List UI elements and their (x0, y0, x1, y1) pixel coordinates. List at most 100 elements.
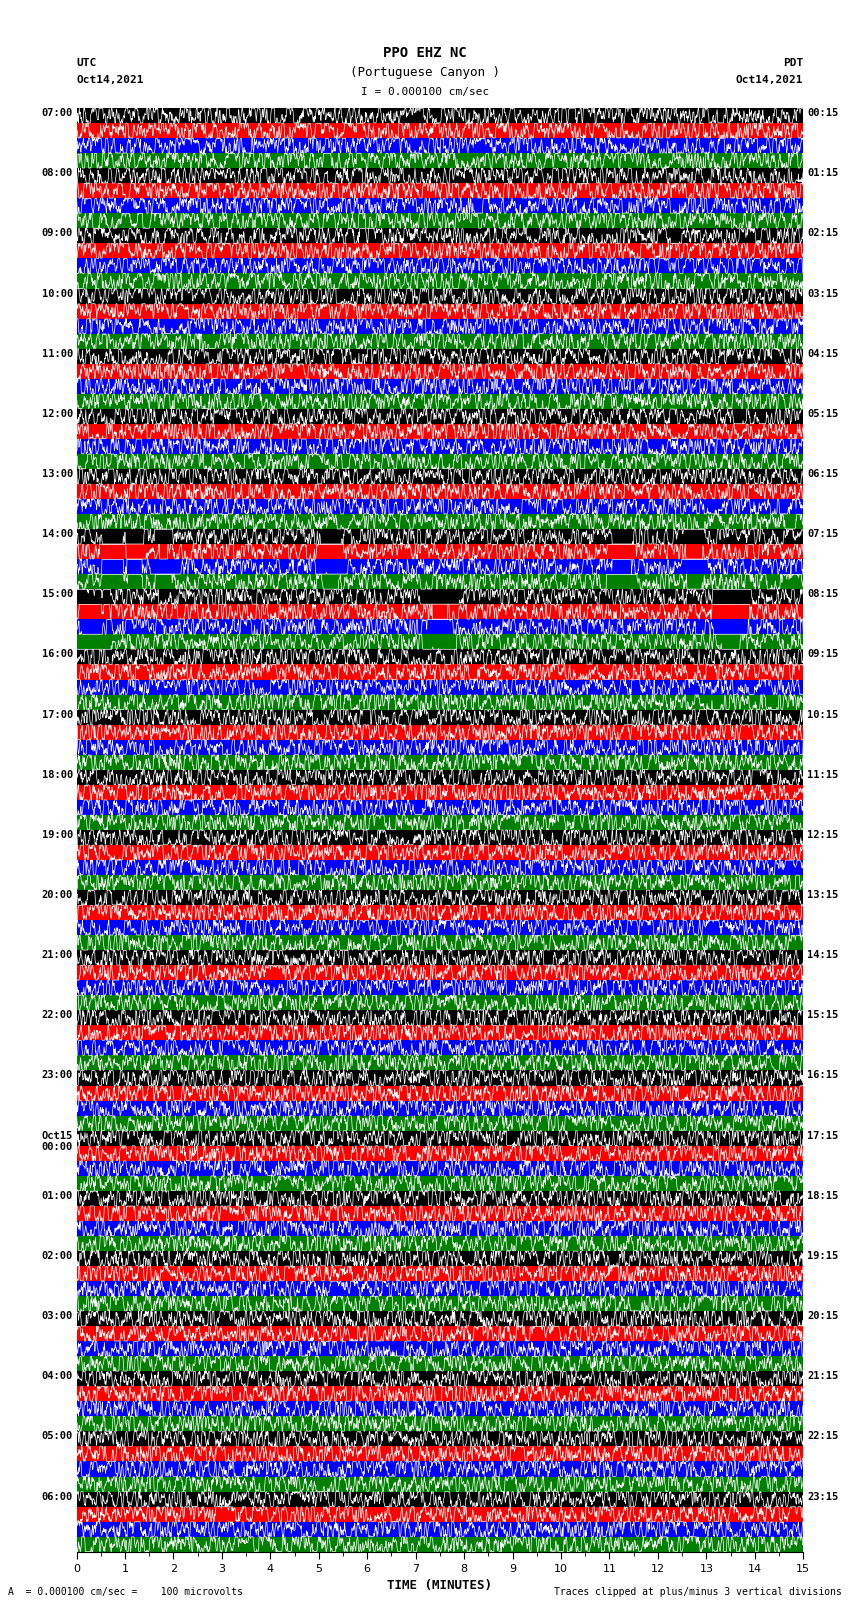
Bar (76, 1297, 803, 1311)
Bar (76, 800, 803, 815)
Bar (76, 755, 803, 769)
Bar (76, 1357, 803, 1371)
Text: I = 0.000100 cm/sec: I = 0.000100 cm/sec (361, 87, 489, 97)
Bar (76, 890, 803, 905)
Bar (76, 515, 803, 529)
Bar (76, 936, 803, 950)
Text: UTC: UTC (76, 58, 97, 68)
Text: Oct14,2021: Oct14,2021 (736, 76, 803, 85)
Text: 17:15: 17:15 (807, 1131, 838, 1140)
Bar (76, 1521, 803, 1537)
Bar (76, 905, 803, 919)
Bar (76, 1190, 803, 1207)
Bar (76, 619, 803, 634)
Bar (76, 1507, 803, 1521)
Text: 02:15: 02:15 (807, 229, 838, 239)
Text: 13:15: 13:15 (807, 890, 838, 900)
Text: 15:15: 15:15 (807, 1010, 838, 1021)
Bar (76, 589, 803, 605)
Bar (76, 1492, 803, 1507)
Bar (76, 845, 803, 860)
Bar (76, 139, 803, 153)
Bar (76, 1371, 803, 1386)
Bar (76, 1281, 803, 1297)
Bar (76, 469, 803, 484)
Bar (76, 394, 803, 408)
Text: 13:00: 13:00 (42, 469, 73, 479)
Bar (76, 995, 803, 1010)
Bar (76, 229, 803, 244)
Bar (76, 424, 803, 439)
Bar (76, 695, 803, 710)
Text: 23:00: 23:00 (42, 1071, 73, 1081)
Text: 09:15: 09:15 (807, 650, 838, 660)
Text: 16:00: 16:00 (42, 650, 73, 660)
Text: 14:00: 14:00 (42, 529, 73, 539)
Bar (76, 860, 803, 874)
Text: Oct15
00:00: Oct15 00:00 (42, 1131, 73, 1152)
Bar (76, 634, 803, 650)
Bar (76, 439, 803, 453)
Text: Traces clipped at plus/minus 3 vertical divisions: Traces clipped at plus/minus 3 vertical … (553, 1587, 842, 1597)
Bar (76, 574, 803, 589)
Bar (76, 1402, 803, 1416)
Bar (76, 710, 803, 724)
Bar (76, 274, 803, 289)
Bar (76, 1055, 803, 1071)
Bar (76, 1010, 803, 1026)
Bar (76, 1476, 803, 1492)
Text: (Portuguese Canyon ): (Portuguese Canyon ) (350, 66, 500, 79)
Bar (76, 1221, 803, 1236)
Text: 04:15: 04:15 (807, 348, 838, 358)
X-axis label: TIME (MINUTES): TIME (MINUTES) (388, 1579, 492, 1592)
Bar (76, 1252, 803, 1266)
Bar (76, 560, 803, 574)
Bar (76, 1145, 803, 1161)
Bar (76, 724, 803, 740)
Text: 17:00: 17:00 (42, 710, 73, 719)
Bar (76, 544, 803, 560)
Bar (76, 1131, 803, 1145)
Bar (76, 1431, 803, 1447)
Bar (76, 1326, 803, 1340)
Bar (76, 981, 803, 995)
Bar (76, 1040, 803, 1055)
Bar (76, 965, 803, 981)
Bar (76, 665, 803, 679)
Text: 08:15: 08:15 (807, 589, 838, 600)
Bar (76, 1236, 803, 1252)
Bar (76, 1100, 803, 1116)
Bar (76, 1071, 803, 1086)
Text: 22:00: 22:00 (42, 1010, 73, 1021)
Bar (76, 453, 803, 469)
Text: 10:00: 10:00 (42, 289, 73, 298)
Bar (76, 498, 803, 515)
Bar (76, 1026, 803, 1040)
Text: 02:00: 02:00 (42, 1252, 73, 1261)
Bar (76, 815, 803, 829)
Bar (76, 786, 803, 800)
Text: A  = 0.000100 cm/sec =    100 microvolts: A = 0.000100 cm/sec = 100 microvolts (8, 1587, 243, 1597)
Bar (76, 1537, 803, 1552)
Bar (76, 679, 803, 695)
Bar (76, 919, 803, 936)
Bar (76, 213, 803, 229)
Bar (76, 1416, 803, 1431)
Text: 07:00: 07:00 (42, 108, 73, 118)
Text: 20:00: 20:00 (42, 890, 73, 900)
Text: 05:15: 05:15 (807, 408, 838, 419)
Bar (76, 1161, 803, 1176)
Text: 05:00: 05:00 (42, 1431, 73, 1442)
Text: 21:00: 21:00 (42, 950, 73, 960)
Text: 15:00: 15:00 (42, 589, 73, 600)
Bar (76, 408, 803, 424)
Bar (76, 740, 803, 755)
Bar (76, 1207, 803, 1221)
Bar (76, 1340, 803, 1357)
Bar (76, 198, 803, 213)
Text: 16:15: 16:15 (807, 1071, 838, 1081)
Text: 12:15: 12:15 (807, 829, 838, 840)
Bar (76, 1116, 803, 1131)
Text: 21:15: 21:15 (807, 1371, 838, 1381)
Text: 06:15: 06:15 (807, 469, 838, 479)
